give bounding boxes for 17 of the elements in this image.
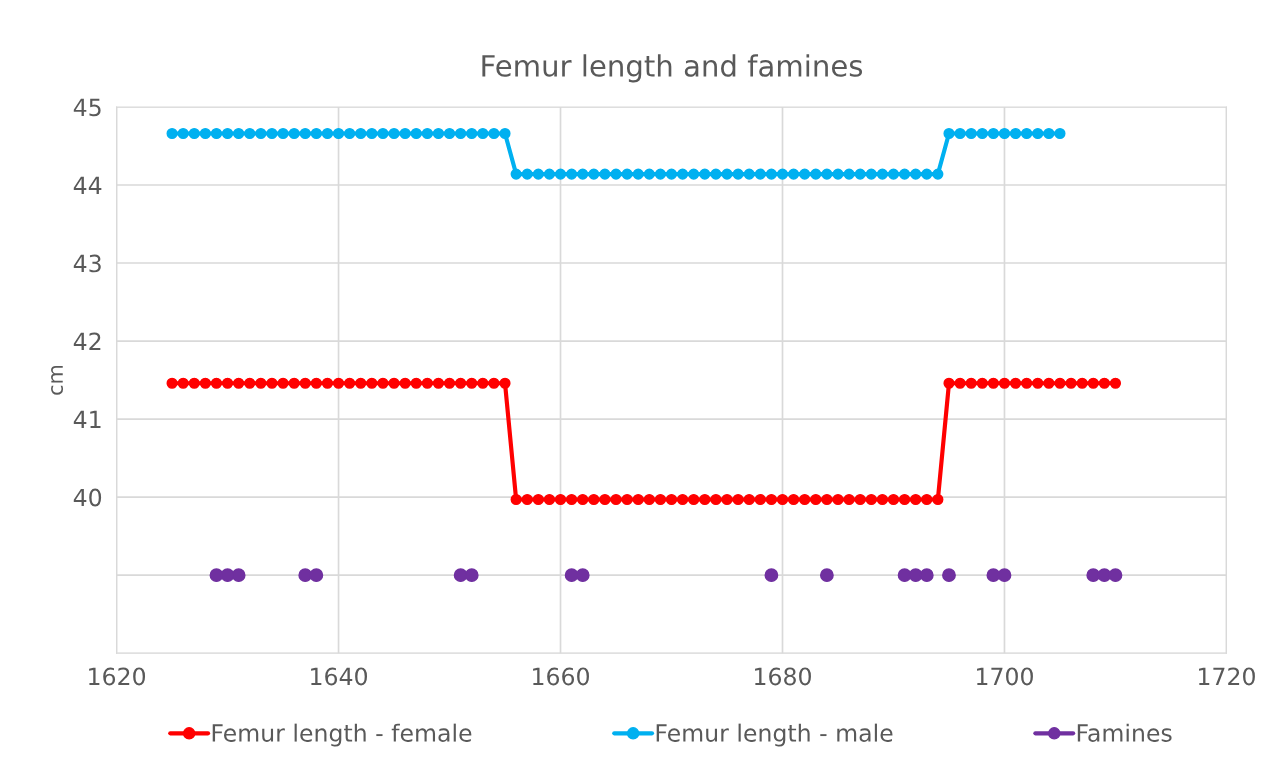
x-tick-label: 1660	[533, 667, 589, 686]
legend-label: Femur length - female	[212, 723, 472, 747]
x-tick-label: 1640	[311, 667, 368, 686]
chart-title: Femur length and famines	[482, 54, 863, 83]
legend-label: Femur length - male	[656, 723, 893, 747]
x-tick-label: 1700	[977, 667, 1033, 686]
legend-label: Famines	[1077, 723, 1172, 742]
y-tick-label: 40	[73, 488, 102, 507]
y-tick-label: 41	[73, 410, 101, 429]
y-tick-label: 42	[73, 332, 101, 351]
x-tick-label: 1680	[755, 667, 811, 686]
y-tick-label: 45	[73, 98, 101, 117]
x-tick-label: 1720	[1199, 667, 1255, 686]
y-tick-label: 44	[73, 176, 102, 194]
y-axis-title: cm	[51, 365, 64, 395]
y-tick-label: 43	[73, 254, 101, 273]
x-tick-label: 1620	[89, 667, 146, 686]
